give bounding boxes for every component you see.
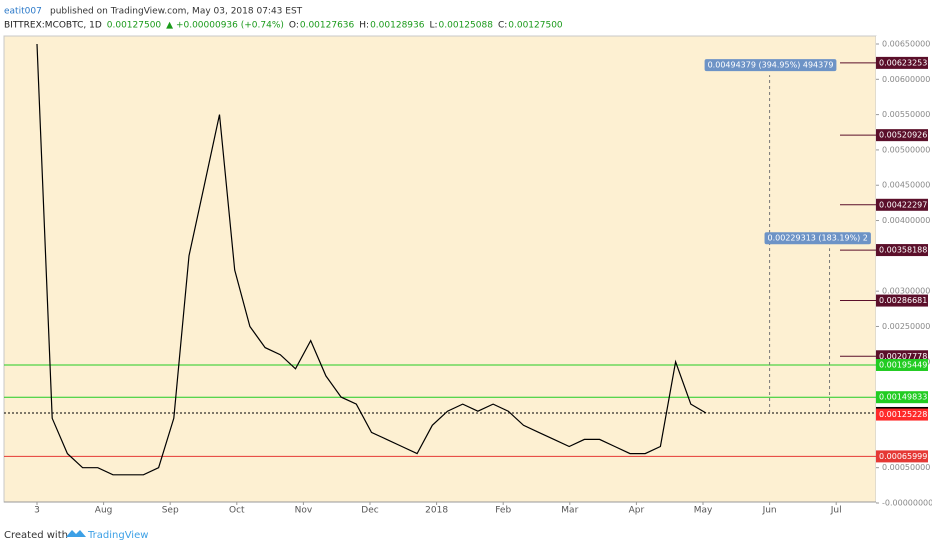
- header-text: 0.00125088: [439, 21, 494, 31]
- price-label: 0.00125228: [879, 410, 927, 419]
- annotation-box: [764, 232, 871, 245]
- price-label: 0.00195449: [879, 360, 927, 369]
- price-label-bg: [876, 358, 928, 371]
- annotation-text: 0.00494379 (394.95%) 494379: [708, 61, 834, 70]
- header-text: ▲ +0.00000936 (+0.74%): [166, 21, 284, 31]
- x-tick-label: Sep: [162, 506, 179, 516]
- price-label-bg: [876, 129, 928, 142]
- price-label-bg: [876, 198, 928, 211]
- price-label: 0.00286681: [879, 296, 927, 305]
- y-tick-label: 0.00400000: [882, 216, 930, 225]
- price-label: 0.00065999: [879, 452, 927, 461]
- header-text: 0.00128936: [370, 21, 425, 31]
- x-tick-label: Jul: [830, 506, 842, 516]
- symbol-line: BITTREX:MCOBTC, 1D 0.00127500 ▲ +0.0000093…: [4, 21, 563, 31]
- x-tick-label: Mar: [561, 506, 578, 516]
- header-text: 0.00127500: [508, 21, 563, 31]
- header-text: H:: [359, 21, 369, 31]
- price-label: 0.00422297: [879, 200, 927, 209]
- x-tick-label: Feb: [495, 506, 511, 516]
- x-tick-label: 3: [34, 506, 40, 516]
- price-label: 0.00623253: [879, 58, 927, 67]
- author[interactable]: eatit007: [4, 7, 42, 17]
- y-tick-label: 0.00650000: [882, 40, 930, 49]
- plot-area: [3, 35, 877, 503]
- price-label: 0.00149833: [879, 393, 927, 402]
- x-tick-label: Dec: [361, 506, 378, 516]
- y-tick-label: 0.00550000: [882, 110, 930, 119]
- price-label: 0.00358188: [879, 246, 927, 255]
- header-text: 0.00127636: [300, 21, 355, 31]
- price-label-bg: [876, 450, 928, 463]
- x-tick-label: 2018: [425, 506, 448, 516]
- price-line: [36, 43, 707, 476]
- x-tick-label: May: [694, 506, 713, 516]
- price-label-bg: [876, 56, 928, 69]
- price-label-bg: [876, 244, 928, 257]
- y-tick-label: -0.00000000: [882, 499, 932, 508]
- header-text: BITTREX:MCOBTC, 1D: [4, 21, 102, 31]
- published: published on TradingView.com, May 03, 20…: [50, 7, 303, 17]
- header-text: O:: [289, 21, 299, 31]
- price-label: 0.00520926: [879, 131, 927, 140]
- price-label-bg: [876, 391, 928, 404]
- x-tick-label: Oct: [229, 506, 245, 516]
- y-tick-label: 0.00250000: [882, 322, 930, 331]
- price-label-bg: [876, 408, 928, 421]
- x-tick-label: Apr: [629, 506, 645, 516]
- footer-created: Created with: [4, 530, 68, 541]
- annotation-text: 0.00229313 (183.19%) 2: [768, 234, 868, 243]
- price-axis: [876, 36, 932, 502]
- header-text: L:: [429, 21, 437, 31]
- y-tick-label: 0.00050000: [882, 463, 930, 472]
- y-tick-label: 0.00600000: [882, 75, 930, 84]
- x-tick-label: Aug: [95, 506, 113, 516]
- header-text: 0.00127500: [107, 21, 162, 31]
- footer-brand[interactable]: TradingView: [87, 530, 148, 541]
- y-tick-label: 0.00450000: [882, 181, 930, 190]
- x-tick-label: Nov: [295, 506, 313, 516]
- price-label: 0.00207778: [879, 352, 927, 361]
- y-tick-label: 0.00500000: [882, 145, 930, 154]
- price-label-bg: [876, 294, 928, 307]
- header-text: C:: [498, 21, 507, 31]
- x-tick-label: Jun: [762, 506, 777, 516]
- annotation-box: [704, 59, 837, 72]
- brand-logo: [66, 530, 86, 537]
- y-tick-label: 0.00300000: [882, 287, 930, 296]
